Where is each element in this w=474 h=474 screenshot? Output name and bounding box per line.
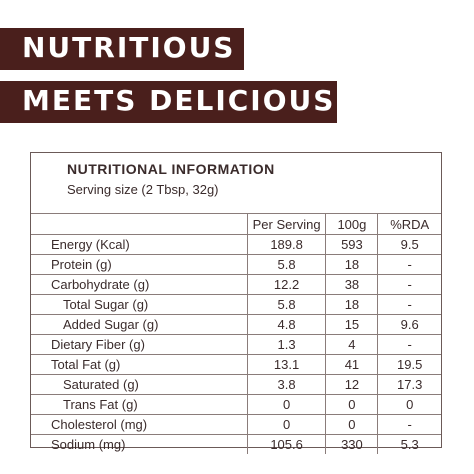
per-100g-value: 4 [325, 334, 378, 355]
per-serving-value: 5.8 [246, 254, 326, 275]
headline-banner-line-1: NUTRITIOUS [0, 28, 244, 70]
rda-value: 9.6 [377, 314, 441, 335]
table-row: Total Sugar (g) 5.8 18 - [31, 294, 441, 315]
per-100g-value: 0 [325, 414, 378, 435]
table-row: Dietary Fiber (g) 1.3 4 - [31, 334, 441, 355]
per-serving-value: 13.1 [246, 354, 326, 375]
table-row: Total Fat (g) 13.1 41 19.5 [31, 354, 441, 375]
table-row: Added Sugar (g) 4.8 15 9.6 [31, 314, 441, 335]
per-serving-value: 0 [246, 394, 326, 415]
per-serving-value: 4.8 [246, 314, 326, 335]
per-serving-value: 189.8 [246, 234, 326, 255]
rda-value: - [377, 254, 441, 275]
per-100g-value: 0 [325, 394, 378, 415]
nutrient-label: Energy (Kcal) [31, 234, 248, 255]
rda-value: 5.3 [377, 434, 441, 454]
table-row: Cholesterol (mg) 0 0 - [31, 414, 441, 435]
per-serving-value: 1.3 [246, 334, 326, 355]
nutrient-label: Total Sugar (g) [31, 294, 248, 315]
per-100g-value: 18 [325, 294, 378, 315]
nutrient-label: Dietary Fiber (g) [31, 334, 248, 355]
table-row: Protein (g) 5.8 18 - [31, 254, 441, 275]
per-100g-value: 12 [325, 374, 378, 395]
rda-value: - [377, 414, 441, 435]
per-100g-value: 18 [325, 254, 378, 275]
per-100g-value: 330 [325, 434, 378, 454]
panel-header: NUTRITIONAL INFORMATION Serving size (2 … [67, 161, 275, 197]
nutrient-label: Added Sugar (g) [31, 314, 248, 335]
rda-value: 9.5 [377, 234, 441, 255]
nutrition-table: Per Serving 100g %RDA Energy (Kcal) 189.… [31, 213, 441, 454]
header-per-100g: 100g [325, 213, 378, 235]
header-per-serving: Per Serving [246, 213, 326, 235]
rda-value: - [377, 334, 441, 355]
per-serving-value: 12.2 [246, 274, 326, 295]
per-100g-value: 593 [325, 234, 378, 255]
table-header-row: Per Serving 100g %RDA [31, 213, 441, 235]
header-rda: %RDA [377, 213, 441, 235]
rda-value: 0 [377, 394, 441, 415]
nutrient-label: Protein (g) [31, 254, 248, 275]
nutrient-label: Saturated (g) [31, 374, 248, 395]
panel-title: NUTRITIONAL INFORMATION [67, 161, 275, 177]
per-serving-value: 105.6 [246, 434, 326, 454]
per-100g-value: 41 [325, 354, 378, 375]
rda-value: - [377, 294, 441, 315]
nutrient-label: Carbohydrate (g) [31, 274, 248, 295]
per-100g-value: 38 [325, 274, 378, 295]
table-row: Sodium (mg) 105.6 330 5.3 [31, 434, 441, 454]
nutrient-label: Total Fat (g) [31, 354, 248, 375]
nutrient-label: Sodium (mg) [51, 437, 126, 452]
nutrient-label: Trans Fat (g) [31, 394, 248, 415]
per-serving-value: 3.8 [246, 374, 326, 395]
rda-value: 17.3 [377, 374, 441, 395]
table-row: Trans Fat (g) 0 0 0 [31, 394, 441, 415]
nutrition-panel: NUTRITIONAL INFORMATION Serving size (2 … [30, 152, 442, 454]
rda-value: 19.5 [377, 354, 441, 375]
header-nutrient [31, 213, 248, 235]
per-serving-value: 0 [246, 414, 326, 435]
table-row: Energy (Kcal) 189.8 593 9.5 [31, 234, 441, 255]
serving-size: Serving size (2 Tbsp, 32g) [67, 182, 219, 197]
rda-value: - [377, 274, 441, 295]
headline-banner-line-2: MEETS DELICIOUS [0, 81, 337, 123]
per-100g-value: 15 [325, 314, 378, 335]
nutrient-label: Cholesterol (mg) [31, 414, 248, 435]
per-serving-value: 5.8 [246, 294, 326, 315]
table-row: Saturated (g) 3.8 12 17.3 [31, 374, 441, 395]
table-row: Carbohydrate (g) 12.2 38 - [31, 274, 441, 295]
